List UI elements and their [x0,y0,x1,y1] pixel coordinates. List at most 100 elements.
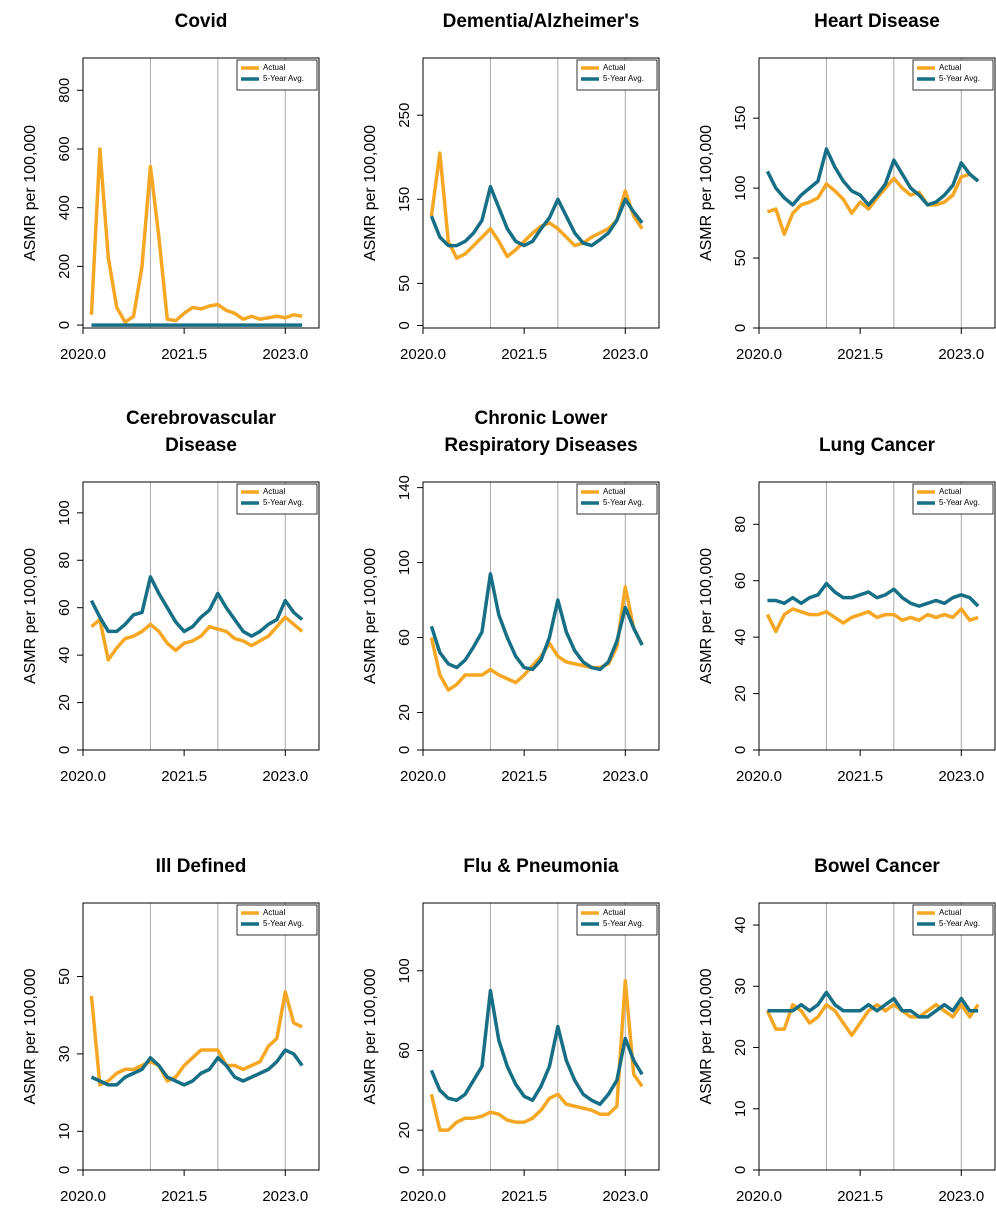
x-tick-label: 2020.0 [400,768,446,785]
y-tick-label: 60 [396,1042,413,1059]
chart-title: Bowel Cancer [814,856,940,877]
legend-label: Actual [263,908,285,917]
legend-box [576,59,658,91]
y-axis-label: ASMR per 100,000 [698,968,715,1104]
y-tick-label: 30 [732,978,749,995]
x-tick-label: 2020.0 [736,768,782,785]
y-tick-label: 0 [396,1166,413,1174]
y-tick-label: 0 [732,324,749,332]
x-tick-label: 2023.0 [938,768,984,785]
chart-title: Cerebrovascular [126,408,277,429]
y-tick-label: 100 [396,958,413,983]
x-tick-label: 2023.0 [602,768,648,785]
legend-label: 5-Year Avg. [939,74,980,83]
plot-frame [82,57,320,329]
x-tick-label: 2021.5 [161,1188,207,1205]
y-tick-label: 20 [56,694,73,711]
legend-label: Actual [939,908,961,917]
chart-title: Flu & Pneumonia [463,856,619,877]
plot-frame [422,481,660,751]
series-line [429,978,644,1132]
y-tick-label: 60 [56,599,73,616]
series-line [90,615,304,662]
legend-box [576,904,658,936]
chart-title: Respiratory Diseases [444,435,637,456]
legend-box [236,483,318,515]
y-tick-label: 50 [732,250,749,267]
legend-box [236,904,318,936]
legend-label: 5-Year Avg. [263,498,304,507]
y-tick-label: 140 [396,475,413,500]
chart-title: Lung Cancer [819,435,936,456]
y-axis-label: ASMR per 100,000 [22,968,39,1104]
y-tick-label: 50 [396,275,413,292]
y-tick-label: 10 [732,1100,749,1117]
x-tick-label: 2021.5 [501,768,547,785]
x-tick-label: 2021.5 [837,1188,883,1205]
y-tick-label: 0 [56,1166,73,1174]
chart-title: Covid [175,11,228,32]
legend-label: Actual [263,63,285,72]
legend-label: 5-Year Avg. [263,919,304,928]
chart-title: Ill Defined [156,856,247,877]
y-tick-label: 20 [732,685,749,702]
chart-title: Chronic Lower [474,408,608,429]
plot-frame [82,902,320,1171]
legend-label: 5-Year Avg. [939,498,980,507]
series-line [765,607,979,634]
y-axis-label: ASMR per 100,000 [362,125,379,261]
y-tick-label: 600 [56,136,73,161]
legend-box [912,483,994,515]
series-line [89,990,303,1087]
y-tick-label: 0 [732,746,749,754]
y-tick-label: 80 [56,552,73,569]
legend-box [236,59,318,91]
series-line [767,990,979,1019]
x-tick-label: 2020.0 [60,346,106,363]
chart-title: Disease [165,435,237,456]
y-tick-label: 400 [56,195,73,220]
x-tick-label: 2023.0 [938,1188,984,1205]
legend-label: Actual [939,487,961,496]
legend-box [576,483,658,515]
plot-frame [82,481,320,751]
y-tick-label: 800 [56,78,73,103]
plot-frame [422,57,660,329]
y-tick-label: 40 [732,917,749,934]
x-tick-label: 2023.0 [262,768,308,785]
y-tick-label: 100 [56,500,73,525]
x-tick-label: 2023.0 [602,346,648,363]
x-tick-label: 2021.5 [161,768,207,785]
series-line [767,581,980,608]
y-tick-label: 40 [56,647,73,664]
y-axis-label: ASMR per 100,000 [22,548,39,684]
y-tick-label: 0 [732,1166,749,1174]
series-line [766,172,980,237]
y-tick-label: 40 [732,629,749,646]
x-tick-label: 2020.0 [60,1188,106,1205]
series-line [429,151,644,260]
y-tick-label: 20 [732,1039,749,1056]
legend-label: 5-Year Avg. [263,74,304,83]
y-tick-label: 20 [396,704,413,721]
x-tick-label: 2020.0 [736,1188,782,1205]
legend-label: Actual [263,487,285,496]
y-tick-label: 250 [396,103,413,128]
y-tick-label: 100 [396,550,413,575]
series-line [429,572,644,672]
y-tick-label: 20 [396,1122,413,1139]
legend-label: Actual [603,908,625,917]
x-tick-label: 2023.0 [262,346,308,363]
series-line [429,184,644,248]
series-line [89,147,303,324]
legend-label: 5-Year Avg. [939,919,980,928]
y-axis-label: ASMR per 100,000 [362,548,379,684]
legend-label: Actual [603,63,625,72]
y-tick-label: 0 [396,321,413,329]
y-tick-label: 200 [56,254,73,279]
x-tick-label: 2021.5 [161,346,207,363]
x-tick-label: 2023.0 [602,1188,648,1205]
legend-label: Actual [603,487,625,496]
legend-box [912,904,994,936]
y-axis-label: ASMR per 100,000 [698,125,715,261]
